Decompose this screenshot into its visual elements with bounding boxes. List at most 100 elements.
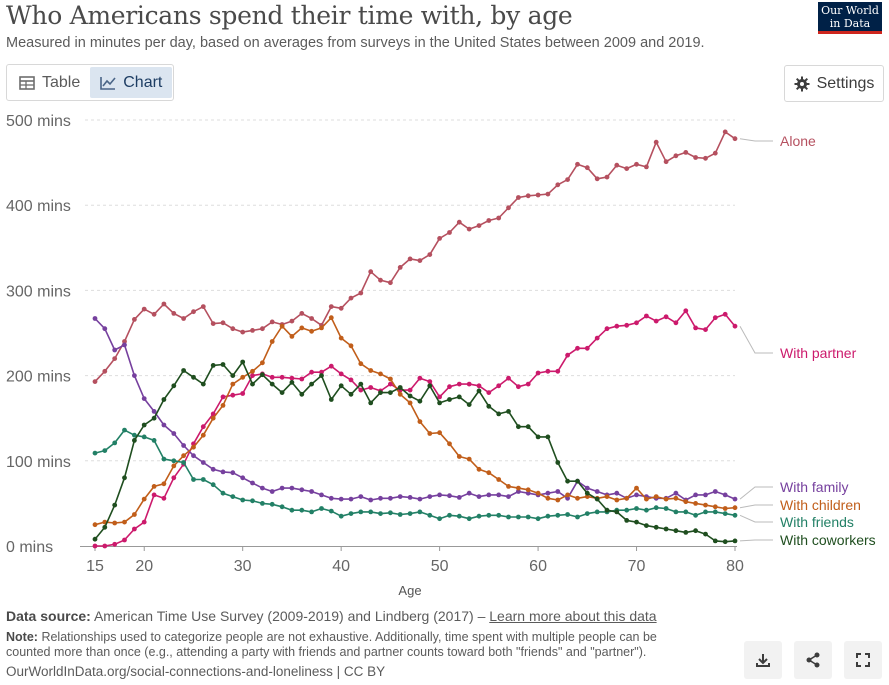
data-point <box>447 384 452 390</box>
data-point <box>703 155 708 161</box>
data-point <box>181 443 187 448</box>
data-point <box>525 487 531 493</box>
data-point <box>240 497 246 503</box>
data-point <box>92 522 98 528</box>
data-point <box>161 301 167 307</box>
data-point <box>614 490 620 496</box>
data-point <box>250 368 255 374</box>
our-world-in-data-logo[interactable]: Our World in Data <box>818 2 882 34</box>
data-point <box>230 392 236 398</box>
data-point <box>171 463 177 469</box>
data-point <box>476 494 482 499</box>
data-point <box>171 458 177 464</box>
data-point <box>732 512 738 518</box>
source-text: American Time Use Survey (2009-2019) and… <box>93 608 490 624</box>
data-point <box>210 321 216 326</box>
data-point <box>456 219 462 225</box>
x-tick-label: 40 <box>332 558 350 575</box>
data-point <box>516 424 521 430</box>
data-point <box>260 501 265 506</box>
data-point <box>663 506 669 511</box>
data-point <box>663 314 669 320</box>
data-point <box>348 343 354 349</box>
data-point <box>634 506 639 511</box>
data-point <box>348 511 354 516</box>
data-point <box>368 497 374 503</box>
data-point <box>328 508 334 514</box>
y-tick-label: 0 mins <box>6 539 53 556</box>
data-point <box>92 379 98 384</box>
data-point <box>171 431 177 436</box>
data-point <box>456 513 462 519</box>
data-point <box>466 516 472 522</box>
data-point <box>456 394 462 400</box>
data-point <box>516 489 521 494</box>
data-point <box>210 415 216 421</box>
data-point <box>673 495 679 501</box>
data-point <box>427 431 433 436</box>
tab-chart[interactable]: Chart <box>90 67 173 98</box>
data-point <box>545 191 551 197</box>
data-point <box>161 495 167 501</box>
data-point <box>309 509 314 515</box>
data-point <box>171 475 177 481</box>
data-point <box>506 494 511 499</box>
data-point <box>584 490 590 496</box>
data-point <box>358 290 364 296</box>
data-point <box>397 385 403 390</box>
data-point <box>594 509 600 515</box>
data-point <box>584 165 590 171</box>
data-point <box>210 482 216 488</box>
data-point <box>673 509 679 515</box>
data-point <box>456 454 462 459</box>
data-point <box>122 342 127 348</box>
x-axis-title: Age <box>398 583 421 598</box>
data-point <box>525 381 531 387</box>
data-point <box>230 494 236 499</box>
data-point <box>122 475 127 481</box>
data-point <box>476 383 482 389</box>
data-point <box>565 492 570 498</box>
data-point <box>525 424 531 430</box>
data-point <box>584 485 590 491</box>
data-point <box>368 509 374 515</box>
data-point <box>338 305 344 311</box>
data-point <box>624 495 630 501</box>
share-button[interactable] <box>794 641 832 679</box>
data-point <box>358 361 364 367</box>
data-point <box>338 513 344 519</box>
data-point <box>476 223 482 228</box>
y-tick-label: 100 mins <box>6 454 71 471</box>
data-point <box>565 512 570 517</box>
learn-more-link[interactable]: Learn more about this data <box>489 608 657 624</box>
table-icon <box>19 75 35 90</box>
data-point <box>151 409 157 414</box>
download-button[interactable] <box>744 641 782 679</box>
data-point <box>309 316 314 321</box>
data-point <box>289 375 295 381</box>
data-point <box>703 531 708 537</box>
data-point <box>319 373 324 378</box>
x-tick-label: 80 <box>726 558 744 575</box>
settings-button[interactable]: Settings <box>784 65 884 102</box>
fullscreen-button[interactable] <box>844 641 882 679</box>
tab-table[interactable]: Table <box>9 67 90 98</box>
data-point <box>378 371 383 377</box>
data-point <box>132 373 137 378</box>
data-point <box>545 368 551 374</box>
data-point <box>644 164 649 170</box>
data-point <box>230 326 236 332</box>
data-point <box>397 512 403 517</box>
data-point <box>328 315 334 321</box>
data-point <box>260 372 265 378</box>
data-point <box>161 422 167 428</box>
data-point <box>594 489 600 494</box>
data-point <box>437 492 442 498</box>
source-url[interactable]: OurWorldInData.org/social-connections-an… <box>6 664 386 679</box>
data-point <box>289 507 295 513</box>
x-tick-label: 70 <box>628 558 646 575</box>
data-point <box>427 383 433 389</box>
data-point <box>683 308 689 314</box>
data-point <box>319 492 324 498</box>
data-point <box>722 539 728 545</box>
